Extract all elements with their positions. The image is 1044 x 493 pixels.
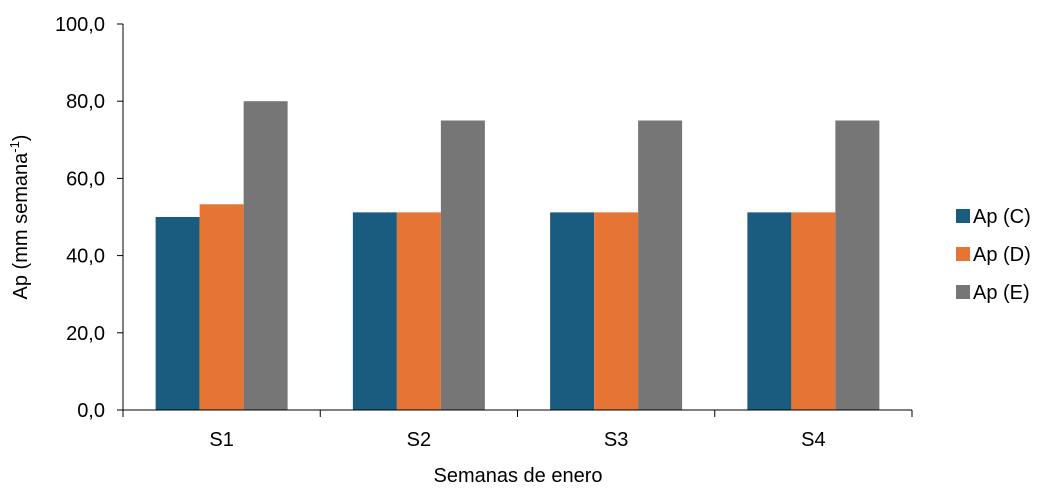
x-tick-label: S1 — [209, 429, 233, 451]
legend: Ap (C) Ap (D) Ap (E) — [956, 206, 1031, 304]
y-tick-label: 20,0 — [66, 323, 105, 345]
y-tick-label: 60,0 — [66, 168, 105, 190]
legend-swatch — [956, 209, 970, 223]
x-axis-ticks: S1 S2 S3 S4 — [122, 410, 913, 451]
y-tick-label: 40,0 — [66, 246, 105, 268]
bar-s3-series-2 — [594, 212, 639, 410]
y-axis-ticks: 0,0 20,0 40,0 60,0 80,0 100,0 — [55, 14, 123, 422]
bar-s4-series-2 — [791, 212, 836, 410]
bar-s2-series-3 — [440, 120, 485, 410]
legend-label: Ap (D) — [973, 244, 1031, 266]
y-axis-title: Ap (mm semana-1) — [7, 135, 32, 300]
bar-s4-series-1 — [747, 212, 792, 410]
x-tick-label: S3 — [604, 429, 628, 451]
bar-s1-series-3 — [243, 101, 288, 410]
bar-s3-series-3 — [638, 120, 683, 410]
bar-s1-series-2 — [199, 204, 244, 410]
y-axis-title-end: ) — [10, 135, 32, 142]
legend-label: Ap (C) — [973, 206, 1031, 228]
bars — [155, 101, 880, 410]
legend-label: Ap (E) — [973, 282, 1030, 304]
legend-swatch — [956, 285, 970, 299]
bar-s4-series-3 — [835, 120, 880, 410]
x-axis-title: Semanas de enero — [433, 465, 602, 487]
bar-s3-series-1 — [550, 212, 595, 410]
y-axis-title-main: Ap (mm semana — [10, 152, 32, 300]
y-tick-label: 0,0 — [77, 400, 105, 422]
y-tick-label: 80,0 — [66, 91, 105, 113]
x-tick-label: S4 — [801, 429, 825, 451]
bar-s2-series-2 — [396, 212, 441, 410]
y-tick-label: 100,0 — [55, 14, 105, 36]
legend-swatch — [956, 247, 970, 261]
x-tick-label: S2 — [407, 429, 431, 451]
bar-s1-series-1 — [155, 217, 200, 410]
y-axis-title-superscript: -1 — [7, 141, 22, 153]
bar-s2-series-1 — [352, 212, 397, 410]
